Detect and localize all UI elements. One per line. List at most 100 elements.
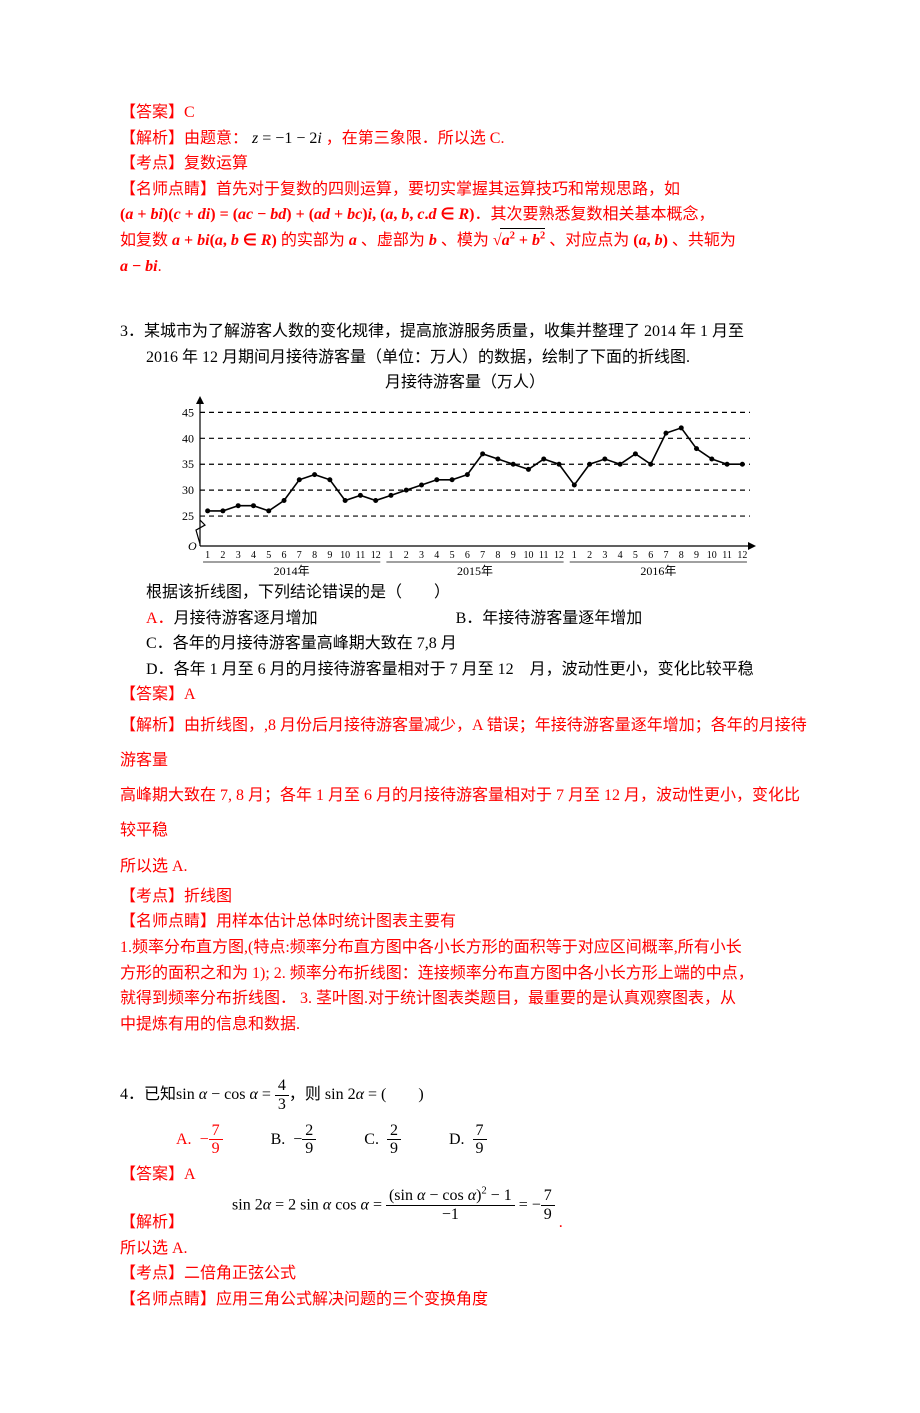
svg-text:11: 11 [722, 550, 732, 561]
q3-a2: 高峰期大致在 7, 8 月；各年 1 月至 6 月的月接待游客量相对于 7 月至… [120, 778, 810, 848]
svg-text:5: 5 [633, 550, 638, 561]
t2-conj-lbl: 、共轭为 [668, 232, 736, 249]
q4-block: 4．已知sin α − cos α = 43，则 sin 2α = ( ) A.… [120, 1077, 810, 1312]
svg-text:8: 8 [679, 550, 684, 561]
svg-text:8: 8 [495, 550, 500, 561]
q4-mid: ，则 [289, 1086, 325, 1103]
chart-title: 月接待游客量（万人） [120, 370, 810, 396]
q2-teacher-line3: a − bi. [120, 254, 810, 280]
svg-text:4: 4 [251, 550, 256, 561]
q2-teacher-eq1: (a + bi)(c + di) = (ac − bd) + (ad + bc)… [120, 202, 810, 228]
svg-text:6: 6 [465, 550, 470, 561]
line-chart: 2530354045O12345678910111212345678910111… [120, 396, 810, 576]
svg-text:3: 3 [602, 550, 607, 561]
svg-text:4: 4 [434, 550, 439, 561]
svg-text:12: 12 [554, 550, 564, 561]
svg-text:10: 10 [523, 550, 533, 561]
t2-dot: . [158, 258, 162, 275]
q4-f1-den: 3 [275, 1096, 289, 1114]
q2-eq: z = −1 − 2i [252, 130, 322, 147]
svg-text:6: 6 [648, 550, 653, 561]
svg-text:5: 5 [450, 550, 455, 561]
optC: 各年的月接待游客量高峰期大致在 7,8 月 [173, 635, 457, 652]
q3-answer: A [184, 686, 196, 703]
svg-text:45: 45 [182, 405, 194, 419]
optA: A. −79 [176, 1122, 223, 1158]
q3-stem1: 某城市为了解游客人数的变化规律，提高旅游服务质量，收集并整理了 2014 年 1… [144, 323, 744, 340]
opt-row-ab: A．月接待游客逐月增加 B．年接待游客量逐年增加 [120, 606, 810, 632]
optC-lbl: C． [146, 635, 173, 652]
optD: D. 79 [449, 1122, 487, 1158]
svg-text:12: 12 [371, 550, 381, 561]
answer-label: 【答案】 [120, 104, 184, 121]
svg-text:10: 10 [707, 550, 717, 561]
q3-stem2: 2016 年 12 月期间月接待游客量（单位：万人）的数据，绘制了下面的折线图. [146, 349, 690, 366]
teacher-label: 【名师点睛】 [120, 1291, 216, 1308]
q2-topic: 复数运算 [184, 155, 248, 172]
answer-label: 【答案】 [120, 686, 184, 703]
optC-lbl: C. [364, 1130, 379, 1147]
t2-pre: 如复数 [120, 232, 172, 249]
svg-text:9: 9 [694, 550, 699, 561]
optB-lbl: B. [271, 1130, 286, 1147]
svg-text:1: 1 [388, 550, 393, 561]
svg-text:2014年: 2014年 [274, 564, 310, 576]
svg-text:7: 7 [480, 550, 485, 561]
svg-text:5: 5 [266, 550, 271, 561]
optD: 各年 1 月至 6 月的月接待游客量相对于 7 月至 12 月，波动性更小，变化… [174, 661, 754, 678]
svg-text:1: 1 [205, 550, 210, 561]
q3-prompt: 根据该折线图，下列结论错误的是（ ） [146, 584, 450, 601]
svg-text:1: 1 [572, 550, 577, 561]
svg-text:9: 9 [511, 550, 516, 561]
topic-label: 【考点】 [120, 888, 184, 905]
svg-text:2: 2 [587, 550, 592, 561]
t2-pt-lbl: 、对应点为 [545, 232, 633, 249]
analysis-label: 【解析】 [120, 717, 184, 734]
q4-answer: A [184, 1166, 196, 1183]
svg-text:2: 2 [220, 550, 225, 561]
optB: B. −29 [271, 1122, 317, 1158]
q3-block: 3．某城市为了解游客人数的变化规律，提高旅游服务质量，收集并整理了 2014 年… [120, 319, 810, 1037]
svg-text:30: 30 [182, 483, 194, 497]
optC: C. 29 [364, 1122, 401, 1158]
optA-lbl: A． [146, 610, 174, 627]
q2-eq1-tail: ．其次要熟悉复数相关基本概念， [474, 206, 714, 223]
optB: 年接待游客量逐年增加 [482, 610, 642, 627]
q3-t1: 用样本估计总体时统计图表主要有 [216, 913, 456, 930]
svg-text:4: 4 [618, 550, 623, 561]
svg-text:12: 12 [737, 550, 747, 561]
optA: 月接待游客逐月增加 [174, 610, 318, 627]
q2-answer-block: 【答案】C 【解析】由题意： z = −1 − 2i ，在第三象限．所以选 C.… [120, 100, 810, 279]
q4-f1-num: 4 [275, 1077, 289, 1096]
t2-imag-lbl: 、虚部为 [357, 232, 429, 249]
svg-text:35: 35 [182, 457, 194, 471]
answer-label: 【答案】 [120, 1166, 184, 1183]
t2-mod-lbl: 、模为 [437, 232, 493, 249]
q3-topic: 折线图 [184, 888, 232, 905]
svg-text:11: 11 [356, 550, 366, 561]
analysis-label: 【解析】 [120, 1214, 184, 1231]
svg-text:7: 7 [663, 550, 668, 561]
q3-a1: 由折线图，,8 月份后月接待游客量减少，A 错误；年接待游客量逐年增加；各年的月… [120, 717, 807, 769]
svg-text:3: 3 [419, 550, 424, 561]
q4-num: 4． [120, 1086, 144, 1103]
svg-text:40: 40 [182, 431, 194, 445]
svg-text:3: 3 [236, 550, 241, 561]
q4-analysis-end: 所以选 A. [120, 1236, 810, 1262]
q4-options: A. −79 B. −29 C. 29 D. 79 [120, 1122, 810, 1158]
svg-text:O: O [188, 539, 197, 553]
q3-t2: 1.频率分布直方图,(特点:频率分布直方图中各小长方形的面积等于对应区间概率,所… [120, 935, 810, 961]
topic-label: 【考点】 [120, 1265, 184, 1282]
q4-teacher: 应用三角公式解决问题的三个变换角度 [216, 1291, 488, 1308]
svg-text:6: 6 [282, 550, 287, 561]
teacher-label: 【名师点睛】 [120, 181, 216, 198]
svg-text:7: 7 [297, 550, 302, 561]
q3-num: 3． [120, 323, 144, 340]
optD-lbl: D. [449, 1130, 465, 1147]
svg-text:11: 11 [539, 550, 549, 561]
optD-lbl: D． [146, 661, 174, 678]
svg-text:25: 25 [182, 509, 194, 523]
q4-pre: 已知 [144, 1086, 176, 1103]
q3-t5: 中提炼有用的信息和数据. [120, 1012, 810, 1038]
svg-text:2015年: 2015年 [457, 564, 493, 576]
